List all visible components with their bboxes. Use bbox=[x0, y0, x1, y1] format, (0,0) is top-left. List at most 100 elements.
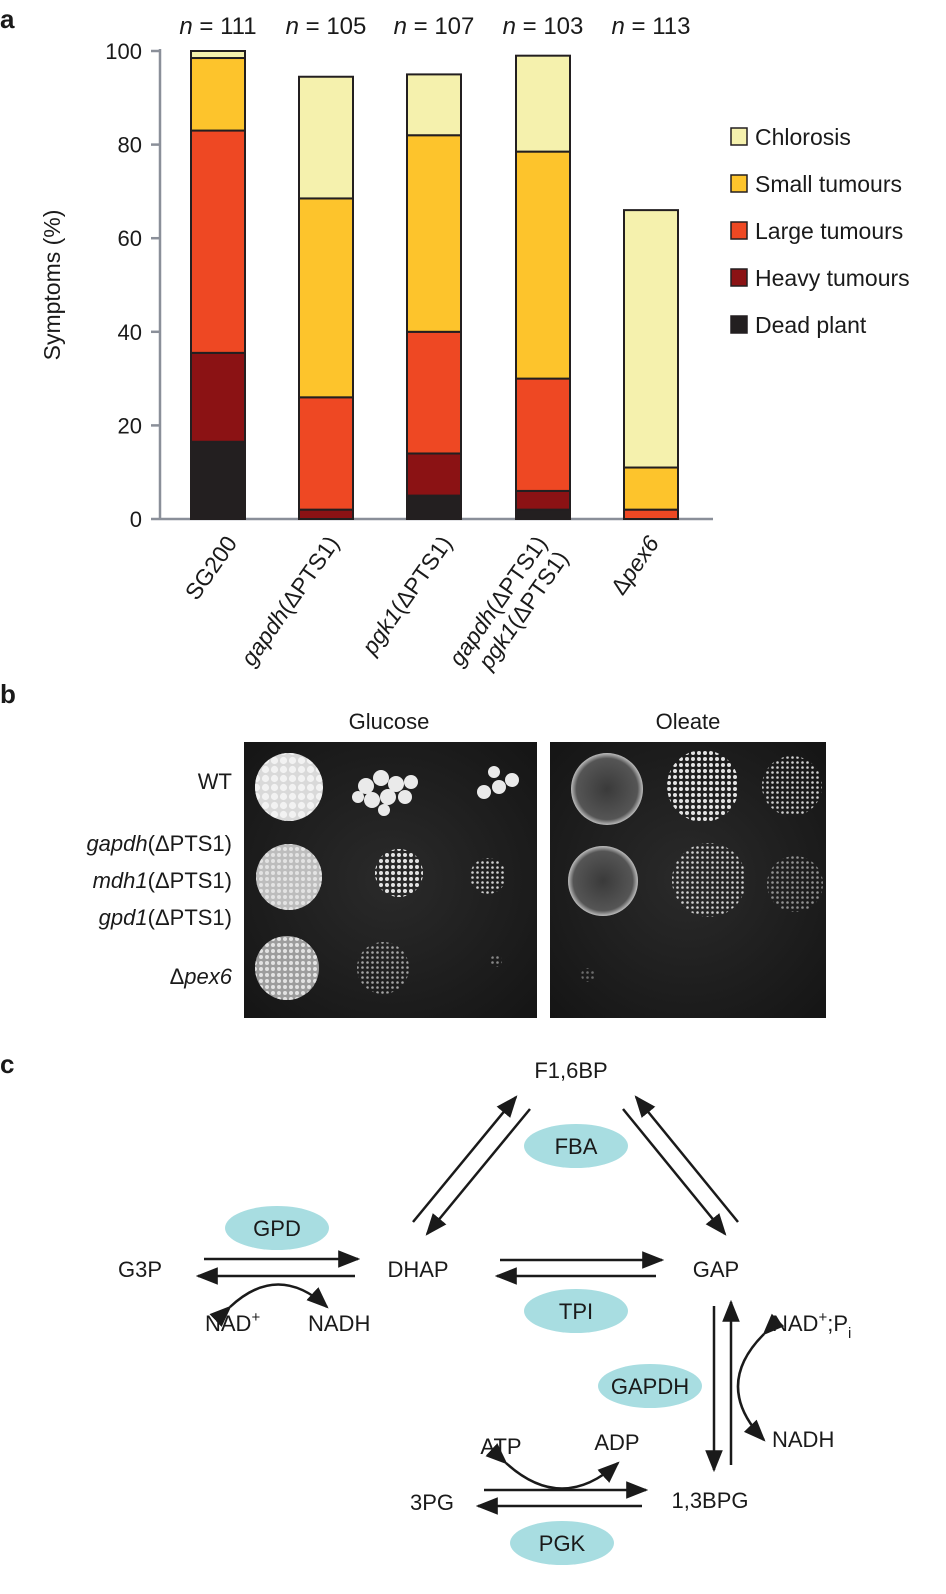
metabolite-dhap: DHAP bbox=[387, 1257, 448, 1282]
legend-label: Chlorosis bbox=[755, 124, 851, 150]
oleate-plate bbox=[550, 742, 826, 1018]
bar-segment bbox=[515, 489, 571, 511]
y-tick-label: 80 bbox=[118, 133, 142, 158]
svg-text:SG200: SG200 bbox=[180, 531, 242, 605]
enzyme-gapdh bbox=[598, 1364, 702, 1408]
bar-segment bbox=[623, 466, 679, 511]
bar-segment bbox=[406, 73, 462, 137]
enzyme-fba-label: FBA bbox=[555, 1134, 598, 1159]
arrow-f16bp-to-dhap bbox=[425, 1108, 531, 1236]
x-axis-labels: SG200gapdh(ΔPTS1)pgk1(ΔPTS1)gapdh(ΔPTS1)… bbox=[180, 531, 664, 675]
cofactor-nadh: NADH bbox=[308, 1311, 370, 1336]
cofactor-nadh-gapdh: NADH bbox=[772, 1427, 834, 1452]
row-label-wt: WT bbox=[198, 769, 232, 794]
y-tick-label: 20 bbox=[118, 413, 142, 438]
svg-text:Δpex6: Δpex6 bbox=[605, 531, 664, 600]
bar-segment bbox=[298, 75, 354, 200]
svg-text:pgk1(ΔPTS1): pgk1(ΔPTS1) bbox=[356, 531, 457, 660]
bar-segment bbox=[406, 330, 462, 455]
cofactor-adp: ADP bbox=[594, 1430, 639, 1455]
enzyme-pgk bbox=[510, 1521, 614, 1565]
cofactor-atp: ATP bbox=[480, 1434, 521, 1459]
enzyme-tpi bbox=[524, 1289, 628, 1333]
enzyme-pgk-label: PGK bbox=[539, 1531, 586, 1556]
y-axis-label: Symptoms (%) bbox=[39, 210, 65, 361]
wt-glucose-dilution-2 bbox=[352, 770, 418, 816]
panel-a-label: a bbox=[0, 4, 15, 34]
x-tick-label: gapdh(ΔPTS1)pgk1(ΔPTS1) bbox=[444, 531, 574, 675]
cofactor-nad: NAD+ bbox=[205, 1309, 260, 1336]
row-label-gapdh: gapdh(ΔPTS1) bbox=[86, 831, 232, 856]
legend: Chlorosis Small tumours Large tumours Heavy… bbox=[730, 124, 910, 338]
metabolite-g3p: G3P bbox=[118, 1257, 162, 1282]
legend-label: Dead plant bbox=[755, 312, 867, 338]
legend-label: Heavy tumours bbox=[755, 265, 910, 291]
enzyme-fba bbox=[524, 1124, 628, 1168]
bar-segment bbox=[406, 452, 462, 497]
enzyme-gapdh-label: GAPDH bbox=[611, 1374, 689, 1399]
metabolite-f16bp: F1,6BP bbox=[534, 1058, 607, 1083]
panel-b-label: b bbox=[0, 679, 16, 709]
svg-text:gapdh(ΔPTS1): gapdh(ΔPTS1) bbox=[236, 531, 345, 671]
n-labels: n = 111 n = 105 n = 107 n = 103 n = 113 bbox=[179, 13, 690, 40]
arrow-atp-adp-curve bbox=[485, 1443, 620, 1490]
enzyme-gpd-label: GPD bbox=[253, 1216, 301, 1241]
legend-swatch bbox=[730, 268, 748, 287]
n-label: n = 111 bbox=[179, 13, 256, 40]
y-axis: 0 20 40 60 80 100 bbox=[105, 39, 713, 532]
legend-label: Small tumours bbox=[755, 171, 902, 197]
bar-segment bbox=[623, 209, 679, 469]
n-label: n = 113 bbox=[612, 13, 691, 40]
plate-title-oleate: Oleate bbox=[656, 709, 721, 734]
enzyme-gpd bbox=[225, 1206, 329, 1250]
stacked-bar-chart: Symptoms (%) 0 20 40 60 80 100 n = 111 n = 105… bbox=[39, 13, 910, 675]
bar-segment bbox=[190, 351, 246, 443]
arrow-nad-nadh-curve bbox=[209, 1283, 329, 1327]
n-label: n = 107 bbox=[394, 13, 475, 40]
bar-segment bbox=[515, 377, 571, 492]
legend-swatch bbox=[730, 174, 748, 193]
enzyme-tpi-label: TPI bbox=[559, 1299, 593, 1324]
bar-segment bbox=[515, 150, 571, 380]
arrow-f16bp-to-gap bbox=[622, 1108, 727, 1236]
arrow-dhap-to-f16bp bbox=[412, 1095, 518, 1223]
x-tick-label: SG200 bbox=[180, 531, 242, 605]
arrow-nadpi-nadh-curve bbox=[736, 1313, 785, 1442]
bar-segment bbox=[406, 134, 462, 333]
y-tick-label: 60 bbox=[118, 226, 142, 251]
bar-segment bbox=[298, 396, 354, 511]
plate-title-glucose: Glucose bbox=[349, 709, 430, 734]
bar-segment bbox=[190, 440, 246, 520]
glucose-plate bbox=[244, 742, 537, 1018]
bars bbox=[190, 50, 679, 521]
row-label-mdh1: mdh1(ΔPTS1) bbox=[93, 868, 232, 893]
legend-swatch bbox=[730, 127, 748, 146]
n-label: n = 103 bbox=[503, 13, 584, 40]
metabolite-13bpg: 1,3BPG bbox=[671, 1488, 748, 1513]
wt-glucose-dilution-3 bbox=[477, 766, 519, 799]
metabolite-3pg: 3PG bbox=[410, 1490, 454, 1515]
metabolite-gap: GAP bbox=[693, 1257, 739, 1282]
legend-label: Large tumours bbox=[755, 218, 903, 244]
y-tick-label: 0 bbox=[130, 507, 142, 532]
x-tick-label: pgk1(ΔPTS1) bbox=[356, 531, 457, 660]
panel-c-label: c bbox=[0, 1049, 14, 1079]
n-label: n = 105 bbox=[286, 13, 367, 40]
bar-segment bbox=[298, 197, 354, 399]
bar-segment bbox=[298, 508, 354, 521]
row-label-gpd1: gpd1(ΔPTS1) bbox=[99, 905, 232, 930]
bar-segment bbox=[190, 129, 246, 354]
glycolysis-diagram: FBA GPD TPI GAPDH PGK F1,6BP G3P DHAP GA… bbox=[118, 1058, 851, 1565]
cofactor-nad-pi: NAD+;Pi bbox=[772, 1309, 851, 1342]
y-tick-label: 40 bbox=[118, 320, 142, 345]
x-tick-label: Δpex6 bbox=[605, 531, 664, 600]
arrow-gap-to-f16bp bbox=[634, 1095, 739, 1223]
bar-segment bbox=[515, 54, 571, 153]
bar-segment bbox=[515, 508, 571, 521]
x-tick-label: gapdh(ΔPTS1) bbox=[236, 531, 345, 671]
bar-segment bbox=[190, 57, 246, 132]
bar-segment bbox=[623, 508, 679, 521]
bar-segment bbox=[406, 494, 462, 521]
legend-swatch bbox=[730, 221, 748, 240]
